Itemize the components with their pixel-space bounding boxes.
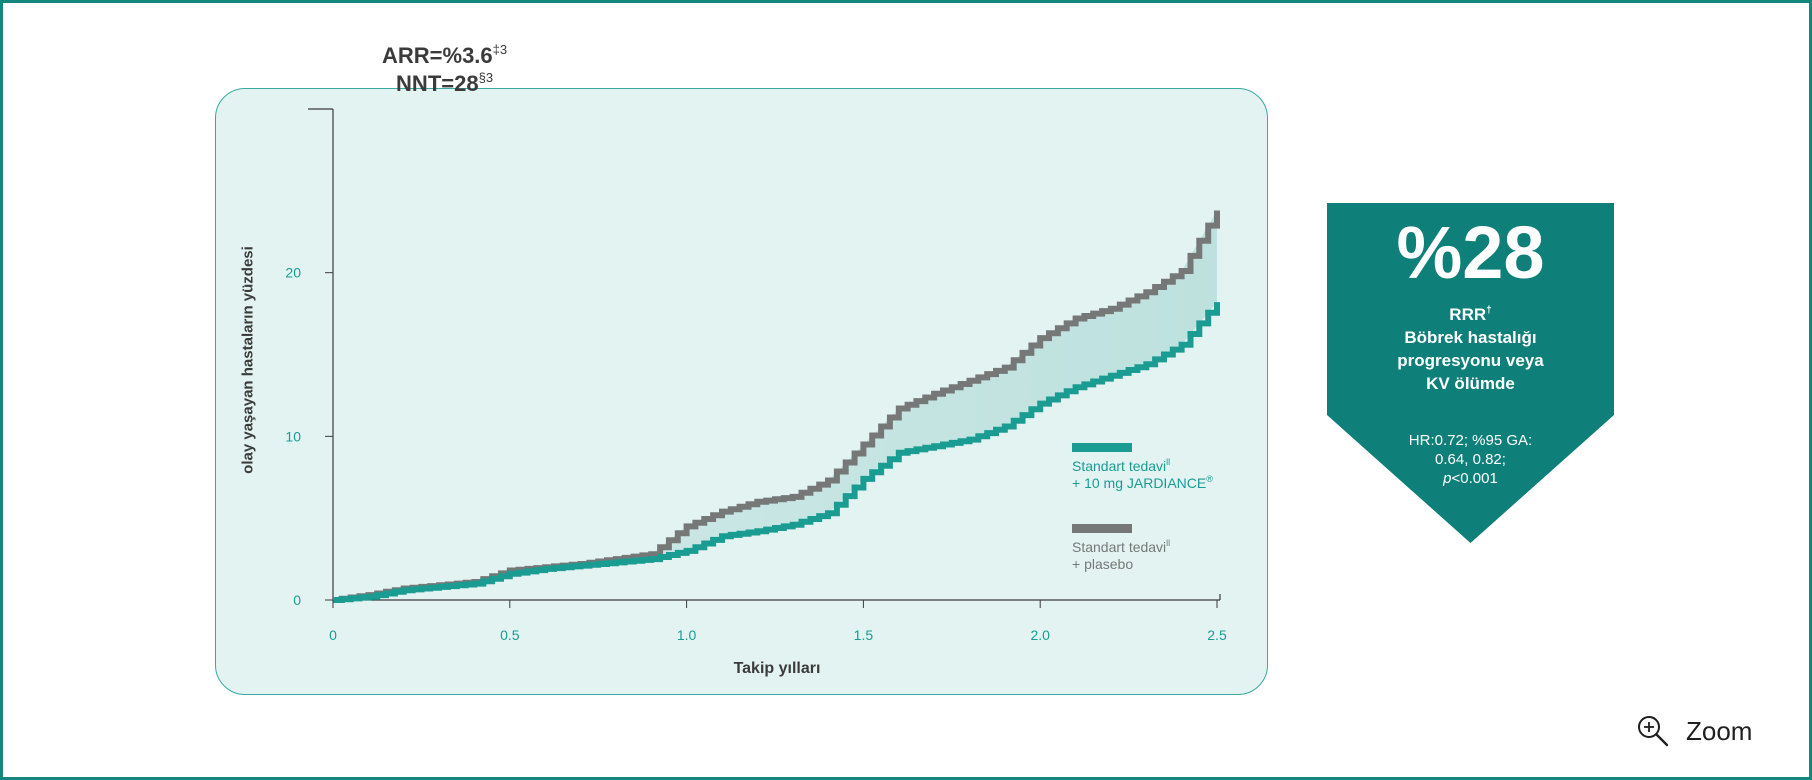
legend-entry-jardiance: Standart tedavill + 10 mg JARDIANCE® <box>1072 458 1213 492</box>
p-symbol: p <box>1443 470 1452 487</box>
legend-placebo-line1: Standart tedavi <box>1072 539 1167 555</box>
rrr-label: RRR <box>1449 305 1487 324</box>
nnt-text: NNT=28§3 <box>382 70 507 98</box>
x-tick-label: 2.5 <box>1207 627 1227 643</box>
arr-value: ARR=%3.6 <box>382 43 493 68</box>
x-tick-label: 0 <box>329 627 337 643</box>
legend-jardiance-footnote: ll <box>1166 457 1171 467</box>
rrr-line1: Böbrek hastalığı <box>1404 328 1537 347</box>
rrr-badge-arrow <box>1327 203 1614 543</box>
nnt-value: NNT=28 <box>396 71 479 96</box>
arr-nnt-stats: ARR=%3.6‡3 NNT=28§3 <box>382 42 507 98</box>
nnt-footnote: §3 <box>478 70 494 85</box>
zoom-icon <box>1638 716 1669 747</box>
hr-ci-text: HR:0.72; %95 GA: <box>1408 432 1533 449</box>
rrr-badge-shape <box>1327 203 1614 543</box>
rrr-description: RRR† Böbrek hastalığı progresyonu veya K… <box>1327 303 1614 395</box>
zoom-label: Zoom <box>1686 715 1753 746</box>
x-axis-title: Takip yılları <box>733 660 821 677</box>
rrr-badge: %28 RRR† Böbrek hastalığı progresyonu ve… <box>1327 203 1614 543</box>
x-tick-label: 2.0 <box>1030 627 1050 643</box>
x-tick-label: 1.0 <box>677 627 697 643</box>
legend-jardiance-registered: ® <box>1206 474 1213 484</box>
legend-placebo-line2: + plasebo <box>1072 556 1134 572</box>
arr-footnote: ‡3 <box>492 42 508 57</box>
y-tick-label: 10 <box>285 428 301 444</box>
legend-entry-placebo: Standart tedavill + plasebo <box>1072 539 1170 573</box>
zoom-button[interactable]: Zoom <box>1636 711 1752 751</box>
legend-swatch-placebo <box>1072 524 1132 533</box>
rrr-footnote: † <box>1486 305 1492 316</box>
rrr-line2: progresyonu veya <box>1397 351 1544 370</box>
legend-placebo-footnote: ll <box>1166 538 1171 548</box>
rrr-line3: KV ölümde <box>1426 374 1515 393</box>
rrr-statistics: HR:0.72; %95 GA: 0.64, 0.82; p<0.001 <box>1327 431 1614 488</box>
x-tick-label: 1.5 <box>854 627 874 643</box>
p-value: p<0.001 <box>1327 469 1614 488</box>
x-tick-label: 0.5 <box>500 627 520 643</box>
y-tick-label: 0 <box>293 592 301 608</box>
arr-text: ARR=%3.6‡3 <box>382 42 507 70</box>
y-axis-title-text: olay yaşayan hastaların yüzdesi <box>239 246 257 474</box>
legend-swatch-jardiance <box>1072 443 1132 452</box>
curve-gap-fill <box>333 210 1217 600</box>
legend-jardiance-line2: + 10 mg JARDIANCE <box>1072 475 1207 491</box>
series-line-jardiance <box>333 302 1220 603</box>
ci-values: 0.64, 0.82; <box>1435 451 1506 468</box>
y-tick-label: 20 <box>285 265 301 281</box>
p-value-text: <0.001 <box>1451 470 1498 487</box>
rrr-percentage: %28 <box>1396 211 1545 294</box>
legend-jardiance-line1: Standart tedavi <box>1072 458 1167 474</box>
